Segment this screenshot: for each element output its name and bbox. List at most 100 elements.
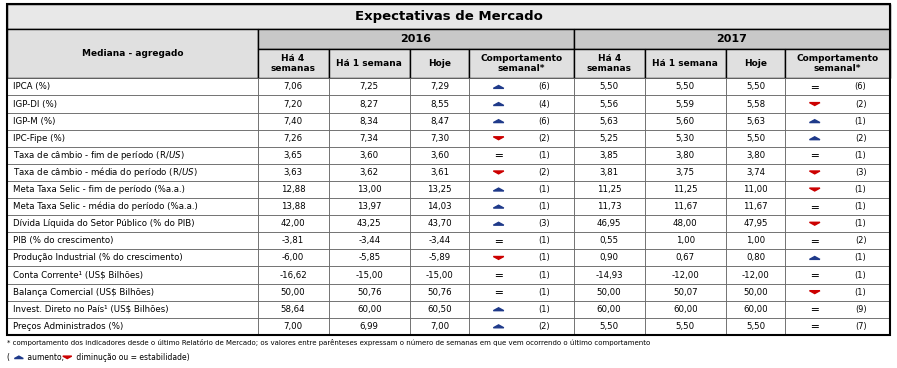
Bar bbox=[7, 164, 257, 181]
Bar bbox=[645, 318, 726, 335]
Text: ═: ═ bbox=[495, 236, 502, 246]
Text: -12,00: -12,00 bbox=[742, 270, 770, 280]
Bar bbox=[726, 318, 786, 335]
Bar bbox=[410, 113, 469, 130]
Bar bbox=[726, 130, 786, 147]
Text: Comportamento
semanal*: Comportamento semanal* bbox=[481, 54, 562, 73]
Bar bbox=[257, 266, 328, 284]
Bar bbox=[786, 301, 890, 318]
Bar bbox=[257, 49, 328, 78]
Text: 5,56: 5,56 bbox=[599, 99, 619, 109]
Text: aumento,: aumento, bbox=[25, 353, 69, 361]
Text: (1): (1) bbox=[538, 254, 551, 262]
Polygon shape bbox=[493, 325, 504, 328]
Bar bbox=[7, 232, 257, 250]
Text: 0,80: 0,80 bbox=[746, 254, 765, 262]
Text: (6): (6) bbox=[855, 82, 867, 91]
Polygon shape bbox=[809, 256, 820, 259]
Text: 12,88: 12,88 bbox=[281, 185, 305, 194]
Text: 5,58: 5,58 bbox=[746, 99, 765, 109]
Text: Hoje: Hoje bbox=[428, 59, 451, 68]
Text: Invest. Direto no País¹ (US$ Bilhões): Invest. Direto no País¹ (US$ Bilhões) bbox=[13, 305, 168, 314]
Text: 60,00: 60,00 bbox=[357, 305, 381, 314]
Bar bbox=[645, 198, 726, 215]
Bar bbox=[257, 301, 328, 318]
Polygon shape bbox=[14, 356, 23, 358]
Bar bbox=[786, 266, 890, 284]
Text: 8,34: 8,34 bbox=[360, 117, 379, 125]
Polygon shape bbox=[493, 137, 504, 140]
Text: 5,59: 5,59 bbox=[675, 99, 695, 109]
Text: -3,44: -3,44 bbox=[358, 236, 380, 245]
Text: 3,85: 3,85 bbox=[599, 151, 619, 160]
Bar bbox=[410, 250, 469, 266]
Bar bbox=[410, 215, 469, 232]
Bar bbox=[328, 113, 410, 130]
Polygon shape bbox=[809, 291, 820, 294]
Text: IGP-DI (%): IGP-DI (%) bbox=[13, 99, 57, 109]
Text: (2): (2) bbox=[855, 236, 867, 245]
Bar bbox=[328, 318, 410, 335]
Text: Balança Comercial (US$ Bilhões): Balança Comercial (US$ Bilhões) bbox=[13, 288, 153, 297]
Text: ═: ═ bbox=[495, 151, 502, 160]
Text: 58,64: 58,64 bbox=[281, 305, 305, 314]
Bar bbox=[257, 29, 574, 49]
Bar bbox=[726, 250, 786, 266]
Text: Há 1 semana: Há 1 semana bbox=[652, 59, 718, 68]
Text: Preços Administrados (%): Preços Administrados (%) bbox=[13, 322, 123, 331]
Bar bbox=[726, 232, 786, 250]
Text: ═: ═ bbox=[811, 304, 818, 314]
Text: 5,50: 5,50 bbox=[599, 82, 619, 91]
Bar bbox=[645, 164, 726, 181]
Text: 6,99: 6,99 bbox=[360, 322, 379, 331]
Text: 0,90: 0,90 bbox=[600, 254, 619, 262]
Text: (1): (1) bbox=[538, 185, 551, 194]
Bar bbox=[469, 250, 574, 266]
Bar bbox=[7, 29, 257, 78]
Text: 5,30: 5,30 bbox=[675, 134, 695, 143]
Bar bbox=[726, 147, 786, 164]
Bar bbox=[469, 164, 574, 181]
Text: Mediana - agregado: Mediana - agregado bbox=[82, 49, 183, 58]
Text: 7,00: 7,00 bbox=[430, 322, 449, 331]
Text: (9): (9) bbox=[855, 305, 867, 314]
Bar bbox=[469, 147, 574, 164]
Bar bbox=[257, 215, 328, 232]
Bar bbox=[7, 318, 257, 335]
Bar bbox=[469, 301, 574, 318]
Bar bbox=[7, 147, 257, 164]
Bar bbox=[726, 198, 786, 215]
Text: (4): (4) bbox=[538, 99, 551, 109]
Text: -6,00: -6,00 bbox=[282, 254, 304, 262]
Text: 11,73: 11,73 bbox=[597, 202, 622, 211]
Bar bbox=[786, 78, 890, 95]
Bar bbox=[257, 95, 328, 113]
Text: (1): (1) bbox=[855, 117, 867, 125]
Text: 47,95: 47,95 bbox=[744, 219, 768, 228]
Text: (6): (6) bbox=[538, 117, 551, 125]
Bar bbox=[574, 215, 645, 232]
Bar bbox=[469, 215, 574, 232]
Polygon shape bbox=[493, 171, 504, 174]
Bar bbox=[328, 95, 410, 113]
Text: 2016: 2016 bbox=[400, 34, 431, 44]
Text: 2017: 2017 bbox=[717, 34, 747, 44]
Text: 50,76: 50,76 bbox=[427, 288, 452, 297]
Text: (1): (1) bbox=[538, 236, 551, 245]
Bar bbox=[328, 284, 410, 301]
Polygon shape bbox=[809, 103, 820, 106]
Text: 7,40: 7,40 bbox=[283, 117, 302, 125]
Polygon shape bbox=[493, 222, 504, 225]
Bar bbox=[574, 198, 645, 215]
Bar bbox=[257, 232, 328, 250]
Bar bbox=[328, 181, 410, 198]
Text: 50,00: 50,00 bbox=[744, 288, 768, 297]
Text: Taxa de câmbio - média do período (R$/US$): Taxa de câmbio - média do período (R$/US… bbox=[13, 166, 197, 180]
Bar bbox=[257, 78, 328, 95]
Bar bbox=[257, 198, 328, 215]
Polygon shape bbox=[493, 85, 504, 88]
Text: 7,20: 7,20 bbox=[283, 99, 302, 109]
Bar bbox=[257, 318, 328, 335]
Text: 3,80: 3,80 bbox=[675, 151, 695, 160]
Polygon shape bbox=[809, 188, 820, 191]
